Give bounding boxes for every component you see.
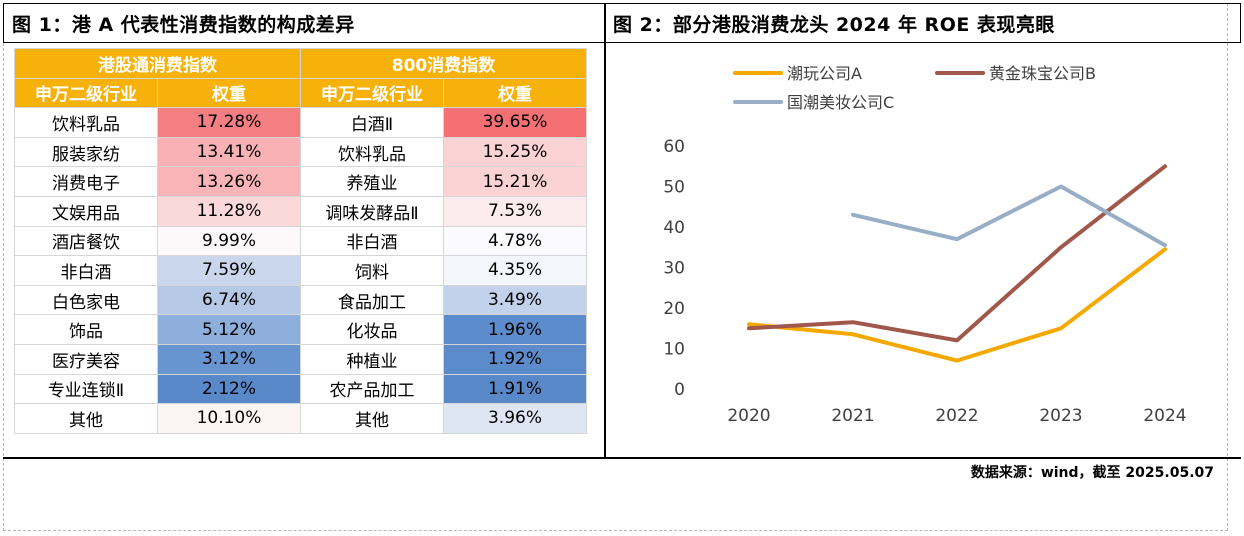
hk-industry-cell: 白色家电 [14, 284, 158, 316]
y-tick-label: 50 [663, 178, 685, 198]
table-row: 饰品 5.12% 化妆品 1.96% [14, 314, 587, 345]
y-tick-label: 60 [663, 137, 685, 157]
hk-industry-cell: 饰品 [14, 314, 158, 345]
series-line-3 [851, 184, 1167, 248]
table-row: 白色家电 6.74% 食品加工 3.49% [14, 284, 587, 316]
legend-label: 国潮美妆公司C [787, 93, 894, 112]
a-weight-cell: 1.91% [443, 373, 587, 405]
a-industry-cell: 饲料 [300, 255, 444, 286]
hk-industry-cell: 服装家纺 [14, 136, 158, 168]
column-header: 权重 [157, 77, 301, 109]
panel-divider [604, 42, 606, 459]
a-industry-cell: 种植业 [300, 343, 444, 375]
column-header: 申万二级行业 [14, 77, 158, 109]
hk-weight-cell: 3.12% [157, 343, 301, 375]
table-row: 文娱用品 11.28% 调味发酵品Ⅱ 7.53% [14, 195, 587, 227]
a-weight-cell: 15.25% [443, 136, 587, 168]
a-weight-cell: 4.78% [443, 225, 587, 257]
y-tick-label: 30 [663, 259, 685, 279]
data-source-note: 数据来源：wind，截至 2025.05.07 [970, 465, 1214, 481]
a-industry-cell: 食品加工 [300, 284, 444, 316]
hk-industry-cell: 饮料乳品 [14, 107, 158, 138]
group-header-800: 800消费指数 [300, 48, 587, 79]
hk-weight-cell: 7.59% [157, 255, 301, 286]
hk-weight-cell: 13.26% [157, 166, 301, 197]
series-line-1 [747, 247, 1167, 363]
table-row: 消费电子 13.26% 养殖业 15.21% [14, 166, 587, 197]
table-row: 非白酒 7.59% 饲料 4.35% [14, 255, 587, 286]
hk-weight-cell: 17.28% [157, 107, 301, 138]
table-row: 饮料乳品 17.28% 白酒Ⅱ 39.65% [14, 107, 587, 138]
x-tick-label: 2023 [1039, 406, 1082, 426]
a-industry-cell: 养殖业 [300, 166, 444, 197]
x-tick-label: 2024 [1143, 406, 1186, 426]
hk-weight-cell: 5.12% [157, 314, 301, 345]
group-header-hk: 港股通消费指数 [14, 48, 301, 79]
hk-weight-cell: 11.28% [157, 195, 301, 227]
a-industry-cell: 非白酒 [300, 225, 444, 257]
y-tick-label: 40 [663, 218, 685, 238]
series-line-2 [747, 164, 1167, 343]
hk-weight-cell: 2.12% [157, 373, 301, 405]
hk-weight-cell: 6.74% [157, 284, 301, 316]
column-header: 权重 [443, 77, 587, 109]
a-weight-cell: 15.21% [443, 166, 587, 197]
figure2-title: 图 2：部分港股消费龙头 2024 年 ROE 表现亮眼 [604, 3, 1241, 43]
y-tick-label: 0 [674, 380, 685, 400]
legend-label: 黄金珠宝公司B [989, 64, 1096, 83]
a-weight-cell: 4.35% [443, 255, 587, 286]
legend-label: 潮玩公司A [787, 64, 862, 83]
a-weight-cell: 1.92% [443, 343, 587, 375]
column-header: 申万二级行业 [300, 77, 444, 109]
column-header-row: 申万二级行业 权重 申万二级行业 权重 [14, 77, 587, 109]
hk-weight-cell: 10.10% [157, 403, 301, 434]
table-row: 医疗美容 3.12% 种植业 1.92% [14, 343, 587, 375]
x-tick-label: 2022 [935, 406, 978, 426]
a-weight-cell: 3.49% [443, 284, 587, 316]
hk-industry-cell: 消费电子 [14, 166, 158, 197]
hk-industry-cell: 文娱用品 [14, 195, 158, 227]
y-tick-label: 10 [663, 340, 685, 360]
hk-industry-cell: 专业连锁Ⅱ [14, 373, 158, 405]
hk-industry-cell: 酒店餐饮 [14, 225, 158, 257]
weights-table: 港股通消费指数 800消费指数 申万二级行业 权重 申万二级行业 权重 饮料乳品… [14, 48, 587, 434]
y-tick-label: 20 [663, 299, 685, 319]
a-industry-cell: 白酒Ⅱ [300, 107, 444, 138]
group-header-row: 港股通消费指数 800消费指数 [14, 48, 587, 79]
footer-divider [3, 457, 1241, 459]
table-row: 服装家纺 13.41% 饮料乳品 15.25% [14, 136, 587, 168]
table-row: 其他 10.10% 其他 3.96% [14, 403, 587, 434]
a-weight-cell: 3.96% [443, 403, 587, 434]
figure1-title: 图 1：港 A 代表性消费指数的构成差异 [3, 3, 606, 43]
table-row: 酒店餐饮 9.99% 非白酒 4.78% [14, 225, 587, 257]
hk-industry-cell: 其他 [14, 403, 158, 434]
hk-weight-cell: 9.99% [157, 225, 301, 257]
x-tick-label: 2021 [831, 406, 874, 426]
a-industry-cell: 饮料乳品 [300, 136, 444, 168]
a-industry-cell: 其他 [300, 403, 444, 434]
x-tick-label: 2020 [727, 406, 770, 426]
a-weight-cell: 39.65% [443, 107, 587, 138]
hk-industry-cell: 医疗美容 [14, 343, 158, 375]
a-weight-cell: 7.53% [443, 195, 587, 227]
a-industry-cell: 调味发酵品Ⅱ [300, 195, 444, 227]
a-industry-cell: 农产品加工 [300, 373, 444, 405]
a-industry-cell: 化妆品 [300, 314, 444, 345]
roe-line-chart: 0 10 20 30 40 50 60 2020 2021 2022 2023 2024 潮玩公司A 黄金… [663, 64, 1186, 426]
table-row: 专业连锁Ⅱ 2.12% 农产品加工 1.91% [14, 373, 587, 405]
hk-industry-cell: 非白酒 [14, 255, 158, 286]
hk-weight-cell: 13.41% [157, 136, 301, 168]
a-weight-cell: 1.96% [443, 314, 587, 345]
